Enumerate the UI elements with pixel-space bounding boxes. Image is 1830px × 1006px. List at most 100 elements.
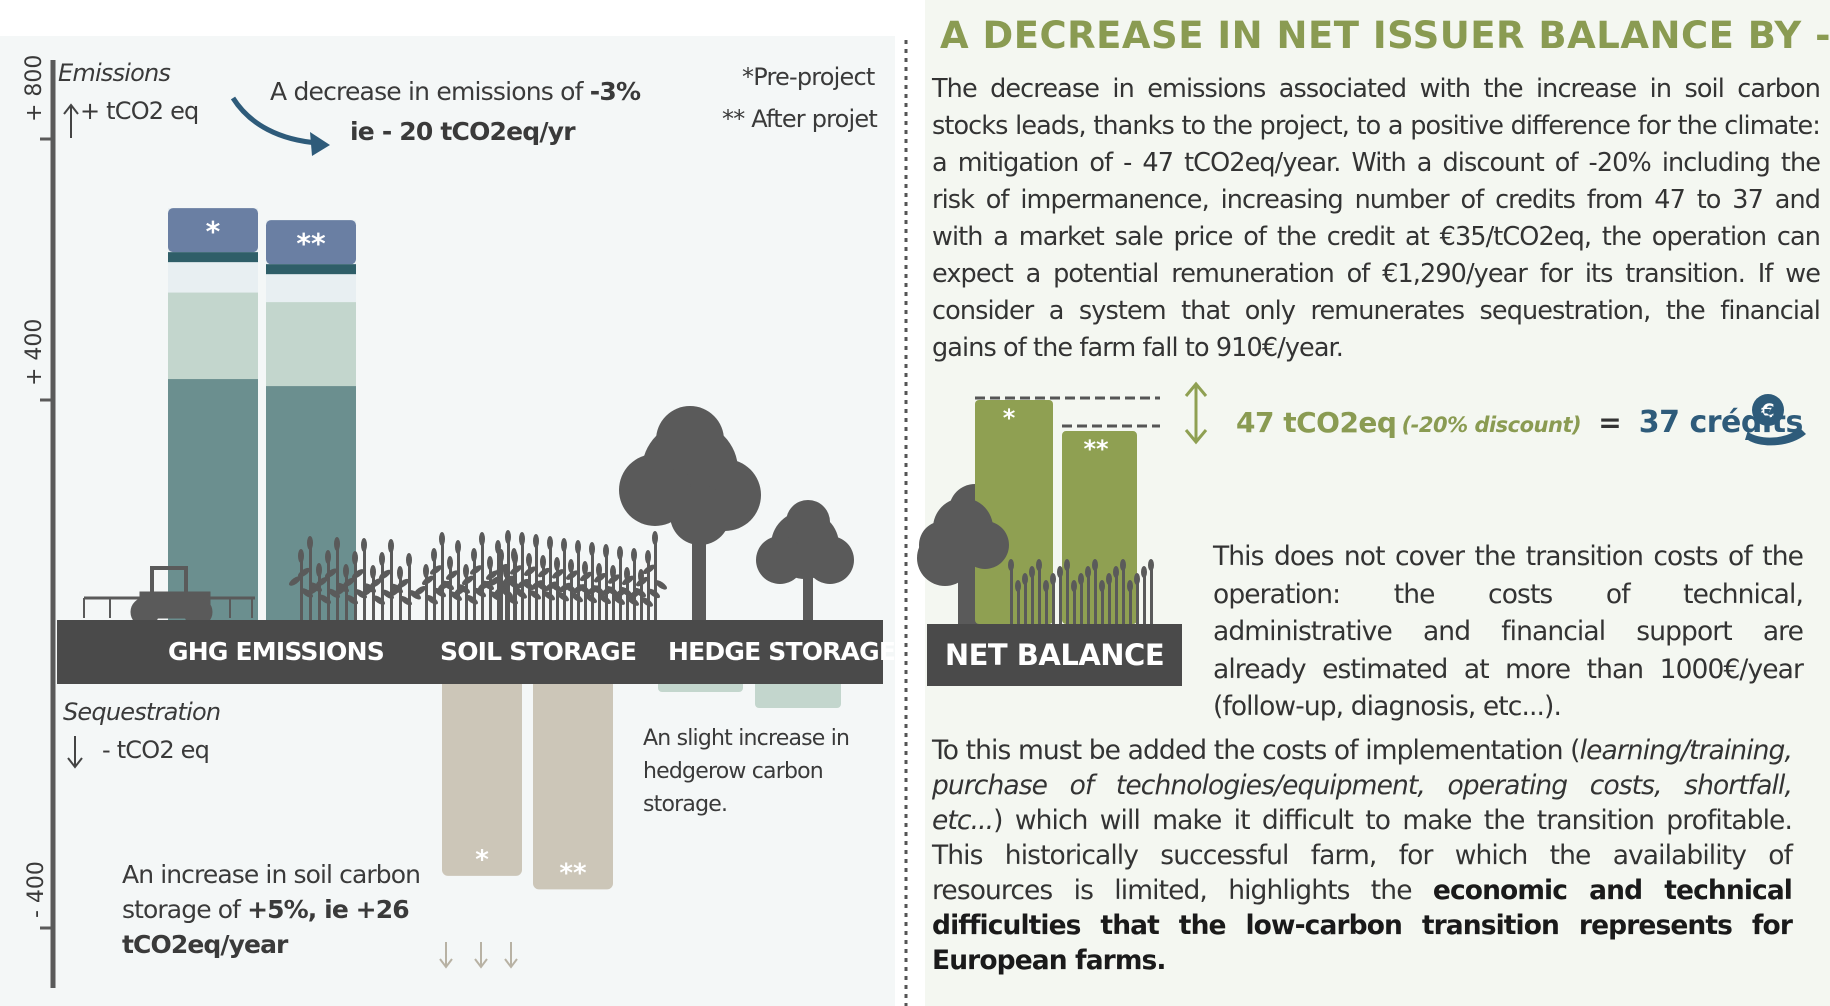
wheat-stalk-leaf: [503, 577, 515, 588]
net-crop-stalk: [1052, 582, 1055, 624]
wheat-stalk-head: [603, 544, 609, 558]
corn-stalk-leaf: [334, 586, 346, 596]
category-band: [57, 620, 883, 684]
wheat-stalk-head: [498, 549, 504, 563]
net-crop-head: [1078, 573, 1084, 585]
hedge-text-line3: storage.: [643, 792, 728, 817]
wheat-stalk-head: [645, 550, 651, 564]
net-crop-stalk: [1094, 568, 1097, 624]
corn-stalk-leaf: [486, 570, 498, 580]
wheat-stalk-leaf: [580, 571, 592, 582]
wheat-stalk-leaf: [489, 576, 501, 586]
corn-stalk-leaf: [414, 586, 426, 596]
wheat-stalk-leaf: [566, 570, 578, 580]
corn-stalk-head: [455, 540, 461, 554]
soil-text-line3: tCO2eq/year: [122, 930, 288, 959]
corn-stalk-head: [352, 551, 358, 565]
corn-stalk-head: [431, 548, 437, 562]
net-crop-head: [1029, 566, 1035, 578]
corn-stalk-leaf: [289, 576, 301, 586]
hedge-text-line2: hedgerow carbon: [643, 759, 824, 784]
wheat-stalk-head: [652, 531, 658, 545]
corn-stalk-head: [479, 532, 485, 546]
soil-down-arrows-icon: [439, 942, 518, 969]
net-crop-stalk: [1150, 568, 1153, 624]
legend-pre-project: *Pre-project: [742, 63, 875, 91]
wheat-stalk-leaf: [573, 584, 585, 594]
ghg-bar-mark: **: [296, 227, 326, 260]
corn-stalk-head: [379, 552, 385, 566]
wheat-stalk-head: [596, 563, 602, 577]
net-crop-stalk: [1059, 575, 1062, 624]
net-crop-stalk: [1073, 589, 1076, 624]
soil-bars: * **: [442, 678, 613, 890]
net-crop-head: [1106, 573, 1112, 585]
net-crop-stalk: [1017, 589, 1020, 624]
net-crop-silhouettes: [1008, 559, 1154, 624]
wheat-stalk-leaf: [608, 574, 620, 584]
wheat-stalk-head: [547, 536, 553, 550]
p3-bold: economic and technical difficulties that…: [932, 875, 1793, 976]
net-crop-head: [1050, 573, 1056, 585]
net-crop-stalk: [1108, 582, 1111, 624]
corn-stalk-head: [298, 549, 304, 563]
wheat-stalk-head: [540, 555, 546, 569]
corn-stalk-leaf: [307, 585, 319, 595]
corn-stalk-head: [361, 538, 367, 552]
up-arrow-icon: [63, 103, 79, 138]
corn-stalk-leaf: [298, 567, 310, 578]
net-bars: ***: [975, 400, 1137, 624]
down-arrow-icon: [67, 736, 83, 769]
corn-stalk-head: [388, 539, 394, 553]
corn-stalk-head: [447, 556, 453, 570]
net-crop-stalk: [1031, 575, 1034, 624]
coin-hand-icon: €: [1745, 394, 1806, 446]
hedge-bar-after: [755, 678, 841, 708]
soil-bar-pre: *: [442, 678, 522, 876]
double-arrow-icon: [1184, 381, 1208, 445]
corn-stalk-head: [423, 564, 429, 578]
wheat-stalk-leaf: [496, 563, 508, 574]
tractor-icon: [83, 566, 255, 627]
corn-stalk-leaf: [446, 570, 458, 580]
emissions-annotation-line2: ie - 20 tCO2eq/yr: [350, 117, 576, 146]
ghg-bar-cap: [266, 220, 356, 265]
net-crop-head: [1064, 559, 1070, 571]
net-crop-head: [1120, 559, 1126, 571]
p3-part1: To this must be added the costs of imple…: [932, 735, 1581, 766]
net-balance-label: NET BALANCE: [927, 624, 1182, 686]
corn-stalk-head: [316, 563, 322, 577]
wheat-stalk-leaf: [615, 587, 627, 598]
wheat-stalk-leaf: [594, 573, 606, 583]
credit-discount: (-20% discount): [1401, 413, 1582, 437]
wheat-stalk-leaf: [629, 589, 641, 599]
corn-stalk-leaf: [438, 580, 450, 591]
sequestration-unit: - tCO2 eq: [102, 736, 210, 764]
wheat-stalk-head: [519, 532, 525, 546]
corn-stalk-leaf: [454, 586, 466, 596]
soil-bar-mark: *: [475, 845, 489, 875]
wheat-stalk-head: [554, 557, 560, 571]
corn-stalk-leaf: [316, 576, 328, 587]
paragraph-mitigation: The decrease in emissions associated wit…: [932, 74, 1821, 363]
credit-count: 37 crédits: [1638, 405, 1804, 440]
ghg-bars: * **: [168, 208, 356, 621]
p3-italic: learning/training, purchase of technolog…: [932, 735, 1793, 836]
soil-text-line2: storage of +5%, ie +26: [122, 895, 410, 924]
ghg-bar-cap-stripe: [266, 264, 356, 275]
ghg-bar-mark: *: [206, 215, 221, 248]
corn-stalk-leaf: [462, 575, 474, 586]
band-label-ghg: GHG EMISSIONS: [168, 637, 385, 666]
net-crop-head: [1071, 580, 1077, 592]
corn-stalk-leaf: [470, 565, 482, 575]
credit-equals: =: [1598, 406, 1622, 439]
corn-stalk-leaf: [361, 586, 373, 597]
y-tick-label-minus-400: - 400: [24, 861, 49, 918]
band-label-hedge: HEDGE STORAGE: [668, 637, 896, 666]
wheat-stalk-head: [575, 540, 581, 554]
credits-equation: 47 tCO2eq (-20% discount) = 37 crédits: [1236, 405, 1803, 440]
emissions-annotation-line1: A decrease in emissions of -3%: [270, 77, 641, 106]
corn-stalk-head: [307, 536, 313, 550]
soil-bar-rect: [442, 678, 522, 876]
net-crop-head: [1015, 580, 1021, 592]
